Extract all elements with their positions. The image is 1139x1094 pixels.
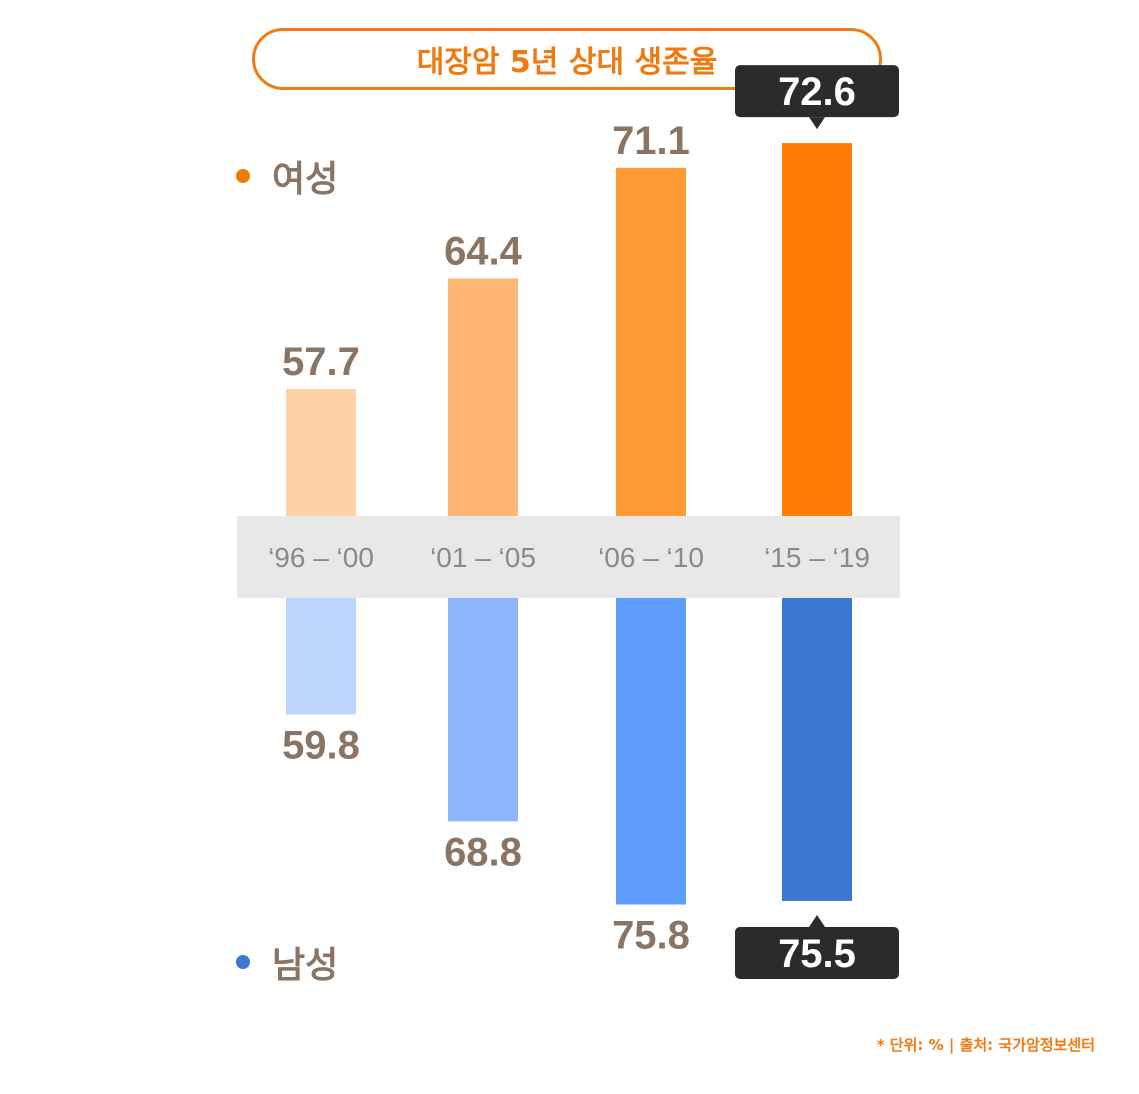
male-value-label: 59.8 <box>282 723 360 767</box>
male-value-label: 75.5 <box>778 932 856 976</box>
legend-female-label: 여성 <box>272 159 339 200</box>
category-label: ‘15 – ‘19 <box>764 542 870 573</box>
male-bar <box>616 598 686 905</box>
legend-male-label: 남성 <box>272 945 339 986</box>
female-value-label: 71.1 <box>612 119 690 163</box>
female-bar <box>782 143 852 516</box>
female-value-label: 57.7 <box>282 340 360 384</box>
female-highlight-pointer <box>809 117 825 130</box>
female-value-label: 64.4 <box>444 229 523 273</box>
legend-male: 남성 <box>236 936 338 988</box>
male-bar <box>286 598 356 715</box>
legend-female: 여성 <box>236 150 338 202</box>
male-bar <box>448 598 518 822</box>
male-value-label: 68.8 <box>444 830 522 874</box>
category-label: ‘01 – ‘05 <box>430 542 536 573</box>
female-bar <box>448 278 518 516</box>
legend-male-dot <box>236 955 250 969</box>
category-label: ‘06 – ‘10 <box>598 542 704 573</box>
male-highlight-pointer <box>809 914 825 927</box>
chart-title: 대장암 5년 상대 생존율 <box>252 28 882 90</box>
category-band <box>237 516 900 598</box>
female-value-label: 72.6 <box>778 70 856 114</box>
category-label: ‘96 – ‘00 <box>268 542 374 573</box>
male-highlight-box <box>735 926 899 979</box>
male-bar <box>782 598 852 901</box>
source-note: * 단위: % | 출처: 국가암정보센터 <box>876 1036 1095 1054</box>
male-value-label: 75.8 <box>612 914 690 958</box>
female-highlight-box <box>735 65 899 118</box>
legend-female-dot <box>236 169 250 183</box>
female-bar <box>616 167 686 516</box>
female-bar <box>286 388 356 516</box>
